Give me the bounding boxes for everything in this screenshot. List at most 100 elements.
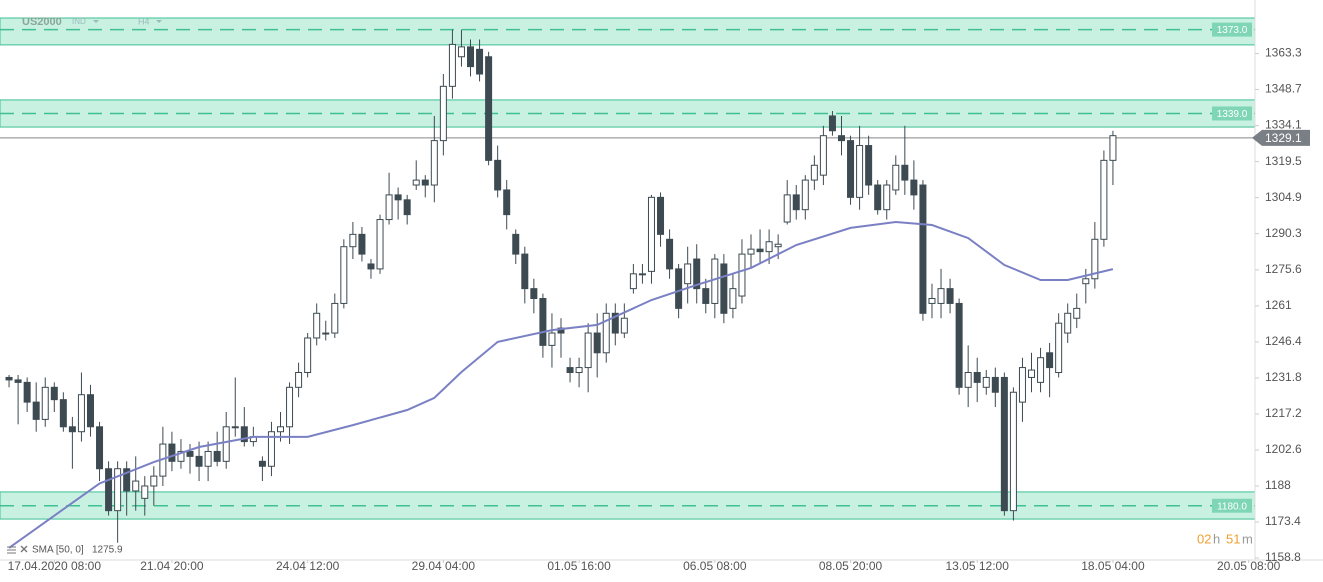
candle-body: [566, 367, 574, 374]
y-tick-label: 1348.7: [1265, 82, 1302, 96]
candle-body: [973, 372, 981, 383]
sma-line: [8, 220, 1114, 549]
zone-label-box: [1212, 498, 1252, 513]
x-tick-label: 13.05 12:00: [946, 559, 1010, 573]
zone-label-box: [1212, 22, 1252, 37]
candle-body: [1064, 312, 1072, 334]
candle-body: [964, 372, 972, 388]
candle-body: [711, 258, 719, 304]
candle-body: [14, 379, 22, 383]
candle-body: [575, 367, 583, 374]
candle-body: [810, 164, 818, 181]
candle-body: [213, 450, 221, 462]
candle-body: [611, 312, 619, 334]
menu-icon[interactable]: [7, 546, 16, 554]
y-tick-label: 1261: [1265, 298, 1292, 312]
candle-body: [657, 196, 665, 235]
candle-body: [1055, 322, 1063, 374]
x-tick-label: 08.05 20:00: [819, 559, 883, 573]
sma-value: 1275.9: [92, 545, 123, 556]
y-tick-label: 1231.8: [1265, 370, 1302, 384]
candle-body: [729, 288, 737, 309]
candle-body: [412, 179, 420, 186]
candle-body: [1037, 357, 1045, 383]
candle-body: [593, 332, 601, 354]
y-tick-label: 1304.9: [1265, 190, 1302, 204]
current-price-label: 1329.1: [1265, 131, 1302, 145]
candle-body: [204, 450, 212, 467]
candle-body: [928, 298, 936, 304]
candle-body: [756, 248, 764, 253]
candle-body: [123, 468, 131, 492]
candle-body: [865, 145, 873, 186]
timeframe[interactable]: H4: [138, 16, 150, 26]
candle-body: [177, 450, 185, 462]
candle-body: [837, 135, 845, 142]
x-tick-label: 24.04 12:00: [276, 559, 340, 573]
candle-body: [358, 233, 366, 255]
candle-body: [503, 189, 511, 216]
candle-body: [666, 238, 674, 270]
candle-body: [638, 273, 646, 276]
candle-body: [801, 179, 809, 211]
candle-body: [847, 140, 855, 198]
candle-body: [96, 426, 104, 470]
y-tick-label: 1173.4: [1265, 514, 1301, 528]
candle-body: [991, 376, 999, 393]
candle-body: [955, 302, 963, 388]
candle-body: [240, 426, 248, 443]
candle-body: [286, 386, 294, 428]
candle-body: [774, 243, 782, 248]
candle-body: [141, 485, 149, 499]
candle-body: [819, 135, 827, 176]
y-tick-label: 1275.6: [1265, 262, 1302, 276]
market: IND: [72, 17, 86, 26]
close-icon[interactable]: [20, 545, 28, 553]
x-tick-label: 17.04.2020 08:00: [8, 559, 102, 573]
candle-body: [1091, 238, 1099, 280]
candle-body: [937, 288, 945, 304]
x-tick-label: 29.04 04:00: [412, 559, 476, 573]
candle-body: [828, 115, 836, 132]
timer-m: m: [1242, 531, 1253, 546]
candle-body: [1009, 391, 1017, 512]
timer-hours: 02: [1197, 531, 1211, 546]
candle-body: [467, 46, 475, 68]
candle-body: [1082, 278, 1090, 285]
candle-body: [132, 480, 140, 492]
candle-body: [59, 399, 67, 428]
timer-h: h: [1213, 531, 1220, 546]
dropdown-icon[interactable]: [93, 20, 99, 23]
candle-body: [448, 43, 456, 87]
candle-body: [50, 386, 58, 401]
dropdown-icon[interactable]: [156, 20, 162, 23]
candle-body: [584, 332, 592, 369]
candle-body: [367, 263, 375, 270]
zone: [0, 17, 1256, 46]
candle-body: [883, 184, 891, 211]
candle-body: [521, 253, 529, 290]
candle-body: [1109, 135, 1117, 161]
candle-body: [68, 426, 76, 433]
candle-body: [222, 426, 230, 462]
candle-body: [276, 426, 284, 433]
zone-label-box: [1212, 106, 1252, 121]
candle-body: [946, 288, 954, 304]
sma-name: SMA [50, 0]: [32, 545, 84, 556]
candle-body: [150, 475, 158, 487]
symbol: US2000: [22, 16, 62, 28]
candle-body: [765, 241, 773, 253]
candle-body: [86, 394, 94, 428]
candle-body: [693, 258, 701, 290]
candle-body: [23, 381, 31, 403]
candle-body: [1000, 376, 1008, 512]
candle-body: [919, 184, 927, 314]
timer-minutes: 51: [1226, 531, 1240, 546]
candle-body: [738, 253, 746, 297]
y-tick-label: 1188: [1265, 478, 1291, 492]
candle-body: [295, 372, 303, 388]
candle-body: [77, 394, 85, 433]
candle-body: [1028, 369, 1036, 378]
y-tick-label: 1334.1: [1265, 118, 1302, 132]
